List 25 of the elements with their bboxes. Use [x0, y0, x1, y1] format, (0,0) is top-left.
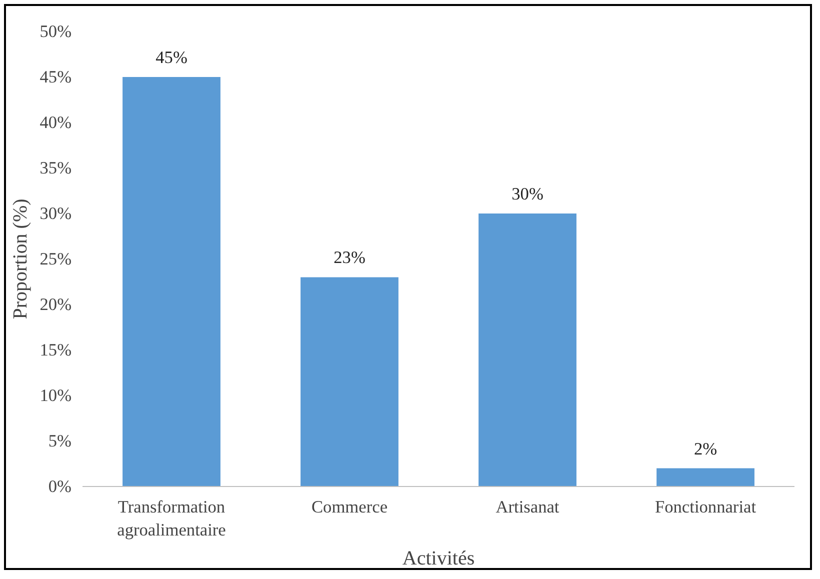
- y-tick-label: 45%: [40, 68, 72, 86]
- y-axis-title: Proportion (%): [10, 198, 32, 320]
- y-tick-label: 30%: [40, 204, 72, 223]
- y-tick-label: 10%: [40, 386, 72, 405]
- bar: [300, 277, 398, 486]
- y-tick-label: 40%: [40, 113, 72, 132]
- x-tick-label: Transformation agroalimentaire: [117, 498, 226, 540]
- y-tick-label: 50%: [40, 22, 72, 41]
- y-tick-label: 15%: [40, 340, 72, 360]
- bar: [656, 468, 754, 486]
- y-tick-label: 0%: [48, 477, 72, 496]
- data-label: 2%: [694, 439, 718, 458]
- y-tick-label: 20%: [40, 295, 72, 314]
- data-label: 45%: [156, 48, 188, 67]
- y-tick-label: 5%: [48, 432, 72, 450]
- x-tick-label: Commerce: [311, 498, 388, 516]
- x-tick-label: Artisanat: [496, 498, 560, 516]
- x-tick-label: Fonctionnariat: [654, 498, 756, 516]
- y-tick-label: 25%: [40, 250, 72, 268]
- bar: [122, 77, 220, 486]
- x-axis-title: Activités: [402, 547, 475, 570]
- bar: [478, 214, 576, 486]
- data-label: 30%: [512, 184, 544, 204]
- data-label: 23%: [334, 248, 366, 268]
- y-tick-label: 35%: [40, 158, 72, 178]
